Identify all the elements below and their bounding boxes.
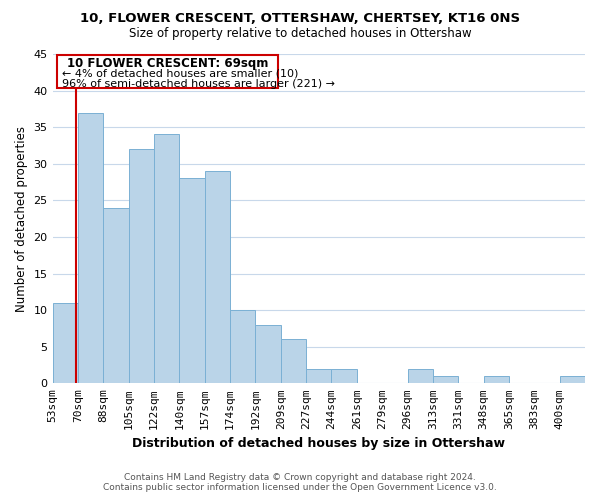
Bar: [256, 325, 281, 384]
Bar: [53, 303, 78, 384]
Bar: [205, 171, 230, 384]
Text: 10, FLOWER CRESCENT, OTTERSHAW, CHERTSEY, KT16 0NS: 10, FLOWER CRESCENT, OTTERSHAW, CHERTSEY…: [80, 12, 520, 26]
Text: 96% of semi-detached houses are larger (221) →: 96% of semi-detached houses are larger (…: [62, 79, 335, 89]
Bar: [560, 376, 585, 384]
Bar: [78, 112, 103, 384]
Bar: [154, 134, 179, 384]
X-axis label: Distribution of detached houses by size in Ottershaw: Distribution of detached houses by size …: [132, 437, 505, 450]
Text: Size of property relative to detached houses in Ottershaw: Size of property relative to detached ho…: [128, 28, 472, 40]
Bar: [230, 310, 256, 384]
Text: ← 4% of detached houses are smaller (10): ← 4% of detached houses are smaller (10): [62, 69, 299, 79]
Bar: [484, 376, 509, 384]
Bar: [103, 208, 128, 384]
Text: 10 FLOWER CRESCENT: 69sqm: 10 FLOWER CRESCENT: 69sqm: [67, 57, 268, 70]
Bar: [128, 149, 154, 384]
Y-axis label: Number of detached properties: Number of detached properties: [15, 126, 28, 312]
Bar: [306, 368, 331, 384]
Bar: [281, 340, 306, 384]
Text: Contains HM Land Registry data © Crown copyright and database right 2024.
Contai: Contains HM Land Registry data © Crown c…: [103, 473, 497, 492]
Bar: [433, 376, 458, 384]
FancyBboxPatch shape: [57, 56, 278, 88]
Bar: [331, 368, 357, 384]
Bar: [179, 178, 205, 384]
Bar: [407, 368, 433, 384]
